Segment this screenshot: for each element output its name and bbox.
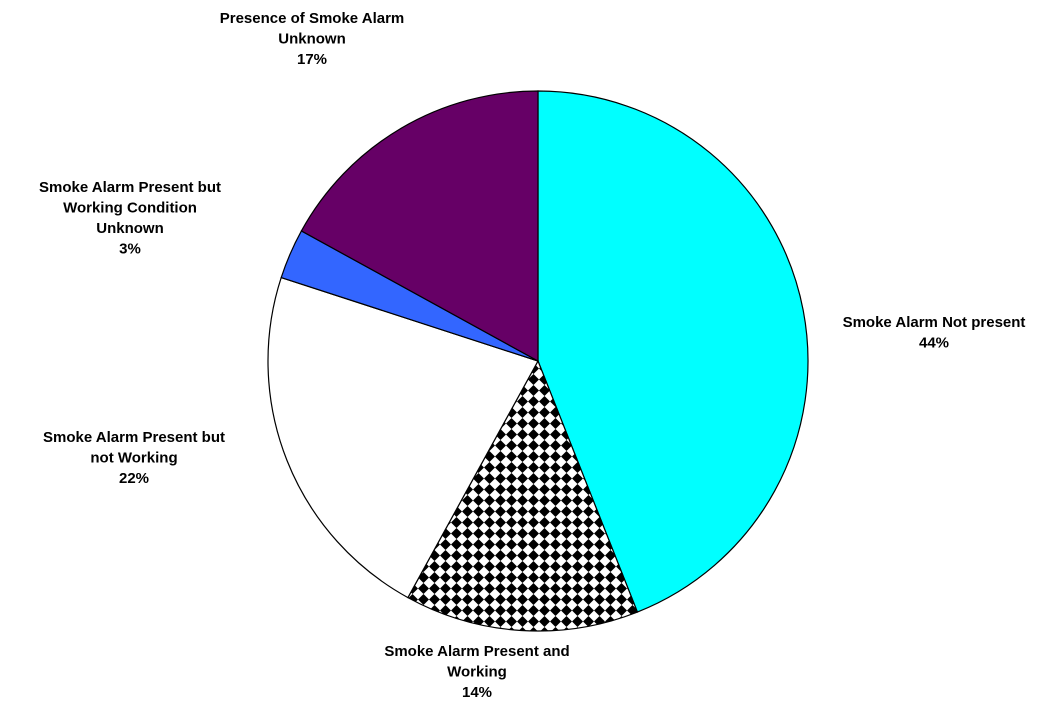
pie-slices — [267, 90, 809, 632]
pie-slice-smoke-alarm-not-present — [537, 90, 809, 613]
pie-labels: Smoke Alarm Not present 44% Smoke Alarm Pr… — [39, 10, 1025, 701]
pie-slice-presence-of-smoke-alarm-unknown — [300, 90, 539, 363]
pie-slice-smoke-alarm-present-but-not-working — [267, 276, 539, 599]
slice-label-presence-of-smoke-alarm-unknown: Presence of Smoke Alarm Unknown 17% — [220, 10, 405, 68]
pie-slice-smoke-alarm-present-and-working — [407, 359, 639, 632]
slice-label-smoke-alarm-present-but-working-condition-unknown: Smoke Alarm Present but Working Condition… — [39, 179, 221, 258]
slice-label-smoke-alarm-not-present: Smoke Alarm Not present 44% — [843, 314, 1026, 352]
slice-label-smoke-alarm-present-and-working: Smoke Alarm Present and Working 14% — [384, 643, 569, 701]
slice-label-smoke-alarm-present-but-not-working: Smoke Alarm Present but not Working 22% — [43, 429, 225, 487]
